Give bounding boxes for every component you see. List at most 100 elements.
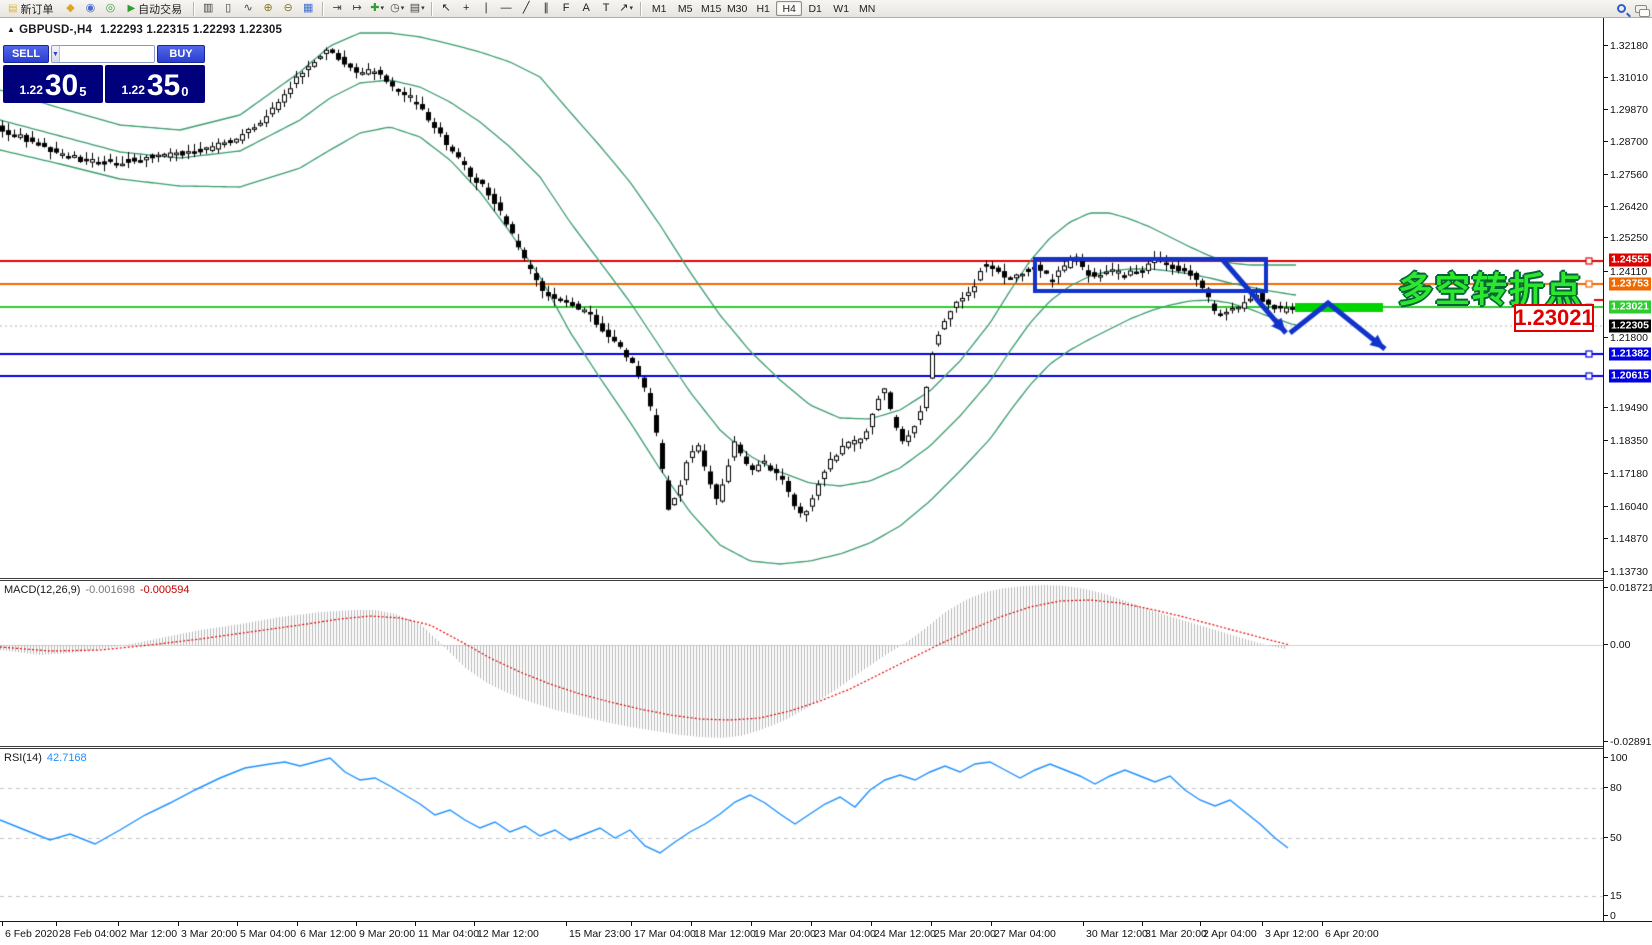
- timeframe-button-d1[interactable]: D1: [808, 2, 822, 15]
- new-order-button[interactable]: ▤ 新订单: [2, 1, 59, 17]
- timeframe-button-h4[interactable]: H4: [776, 1, 803, 16]
- axis-tick: 1.31010: [1604, 72, 1648, 84]
- timeframe-button-w1[interactable]: W1: [833, 2, 850, 15]
- templates-icon[interactable]: ▤ ▾: [409, 2, 425, 14]
- price-axis[interactable]: 1.32180 1.31010 1.29870 1.28700 1.27560 1.264…: [1603, 18, 1652, 922]
- timeframe-button-m15[interactable]: M15: [700, 2, 722, 15]
- time-label: 6 Mar 12:00: [300, 928, 357, 940]
- sell-button[interactable]: SELL: [3, 45, 49, 63]
- auto-scroll-icon[interactable]: ⇥: [332, 2, 342, 14]
- history-center-icon[interactable]: ◆: [66, 2, 75, 14]
- templates-icon-dropdown-caret[interactable]: ▾: [421, 5, 425, 12]
- vertical-line-icon[interactable]: ∣: [483, 2, 489, 14]
- horizontal-line-icon[interactable]: ―: [500, 2, 512, 14]
- rsi-canvas[interactable]: [0, 749, 1603, 921]
- axis-tick: 50: [1604, 832, 1622, 844]
- indicators-icon-dropdown-caret[interactable]: ▾: [380, 5, 385, 12]
- macd-main-value: -0.001698: [85, 584, 135, 596]
- time-label: 2 Apr 04:00: [1203, 928, 1257, 940]
- collapse-arrow-icon[interactable]: ▲: [7, 25, 16, 34]
- buy-price-big: 35: [146, 69, 181, 102]
- search-icon[interactable]: [1612, 1, 1630, 17]
- chart-shift-icon[interactable]: ↦: [352, 2, 362, 14]
- time-label: 6 Feb 2020: [5, 928, 59, 940]
- bar-chart-icon[interactable]: ▥: [202, 2, 214, 14]
- chat-icon[interactable]: [1632, 1, 1650, 17]
- timeframe-button-mn[interactable]: MN: [858, 2, 876, 15]
- main-chart-pane: ▲ GBPUSD-,H4 1.22293 1.22315 1.22293 1.223…: [0, 18, 1603, 578]
- autotrading-button[interactable]: ▶ 自动交易: [121, 1, 188, 17]
- time-label: 27 Mar 04:00: [994, 928, 1056, 940]
- axis-tick: 1.13730: [1604, 566, 1648, 578]
- turning-point-annotation[interactable]: 多空转折点: [1398, 271, 1584, 310]
- time-label: 6 Apr 20:00: [1325, 928, 1379, 940]
- signals-icon[interactable]: ◎: [105, 2, 116, 14]
- timeframe-button-m30[interactable]: M30: [726, 2, 748, 15]
- sell-price-pip: 5: [79, 84, 87, 99]
- symbol-info: ▲ GBPUSD-,H4 1.22293 1.22315 1.22293 1.223…: [7, 24, 282, 36]
- macd-canvas[interactable]: [0, 581, 1603, 746]
- equidistant-channel-icon[interactable]: ∥: [543, 2, 549, 14]
- candlestick-chart-icon[interactable]: ▯: [225, 2, 232, 14]
- zoom-out-icon[interactable]: ⊖: [283, 2, 293, 14]
- price-line-badge: 1.23021: [1609, 300, 1651, 314]
- time-tick: [178, 922, 179, 926]
- axis-tick: 1.16040: [1604, 501, 1648, 513]
- timeframe-button-h1[interactable]: H1: [756, 2, 770, 15]
- profiles-icon[interactable]: ◉: [85, 2, 96, 14]
- axis-tick: 1.28700: [1604, 136, 1648, 148]
- periods-icon[interactable]: ◷ ▾: [390, 2, 405, 14]
- text-label-icon[interactable]: T: [602, 2, 610, 14]
- macd-pane: MACD(12,26,9) -0.001698 -0.000594: [0, 581, 1603, 746]
- axis-tick: 1.17180: [1604, 468, 1648, 480]
- buy-button[interactable]: BUY: [157, 45, 205, 63]
- fibonacci-icon[interactable]: F: [562, 2, 570, 14]
- cursor-icon[interactable]: ↖: [441, 2, 451, 14]
- text-icon[interactable]: A: [582, 2, 590, 14]
- crosshair-icon[interactable]: +: [462, 2, 470, 14]
- price-line-badge: 1.23753: [1609, 277, 1651, 291]
- trendline-icon[interactable]: ╱: [522, 2, 530, 14]
- time-tick: [2, 922, 3, 926]
- time-tick: [991, 922, 992, 926]
- axis-tick: 1.27560: [1604, 169, 1648, 181]
- axis-tick: 1.25250: [1604, 232, 1648, 244]
- time-label: 31 Mar 20:00: [1145, 928, 1207, 940]
- volume-decrease-button[interactable]: ▼: [52, 46, 60, 62]
- volume-input[interactable]: [59, 46, 154, 62]
- sell-price-display[interactable]: 1.22 30 5: [3, 65, 103, 103]
- time-tick: [237, 922, 238, 926]
- time-tick: [415, 922, 416, 926]
- timeframe-button-m5[interactable]: M5: [677, 2, 693, 15]
- time-label: 3 Mar 20:00: [181, 928, 238, 940]
- axis-tick: 1.32180: [1604, 40, 1648, 52]
- pane-separator-macd[interactable]: [0, 578, 1652, 581]
- arrows-tool-icon[interactable]: ↗ ▾: [619, 2, 634, 14]
- sell-price-figure: 1.22: [19, 83, 43, 97]
- periods-icon-dropdown-caret[interactable]: ▾: [400, 5, 405, 12]
- tile-windows-icon[interactable]: ▦: [302, 2, 314, 14]
- zoom-in-icon[interactable]: ⊕: [263, 2, 273, 14]
- time-tick: [118, 922, 119, 926]
- timeframe-button-m1[interactable]: M1: [651, 2, 667, 15]
- time-tick: [871, 922, 872, 926]
- indicators-icon[interactable]: ✚ ▾: [370, 2, 385, 14]
- price-line-badge: 1.22305: [1609, 319, 1651, 333]
- axis-tick: 0.018721: [1604, 582, 1652, 594]
- arrows-tool-icon-dropdown-caret[interactable]: ▾: [629, 5, 634, 12]
- line-chart-icon[interactable]: ∿: [243, 2, 253, 14]
- axis-tick: -0.028913: [1604, 736, 1652, 748]
- time-tick: [751, 922, 752, 926]
- time-axis[interactable]: 6 Feb 2020 28 Feb 04:00 2 Mar 12:00 3 Mar 2…: [0, 921, 1652, 945]
- toolbar-separator: [640, 1, 642, 16]
- price-callout-label[interactable]: 1.23021: [1514, 304, 1594, 332]
- time-tick: [1200, 922, 1201, 926]
- pane-separator-rsi[interactable]: [0, 746, 1652, 749]
- buy-price-display[interactable]: 1.22 35 0: [105, 65, 205, 103]
- rsi-name: RSI(14): [4, 752, 42, 764]
- main-chart-canvas[interactable]: [0, 18, 1603, 578]
- time-label: 30 Mar 12:00: [1086, 928, 1148, 940]
- time-tick: [1083, 922, 1084, 926]
- axis-tick: 100: [1604, 752, 1628, 764]
